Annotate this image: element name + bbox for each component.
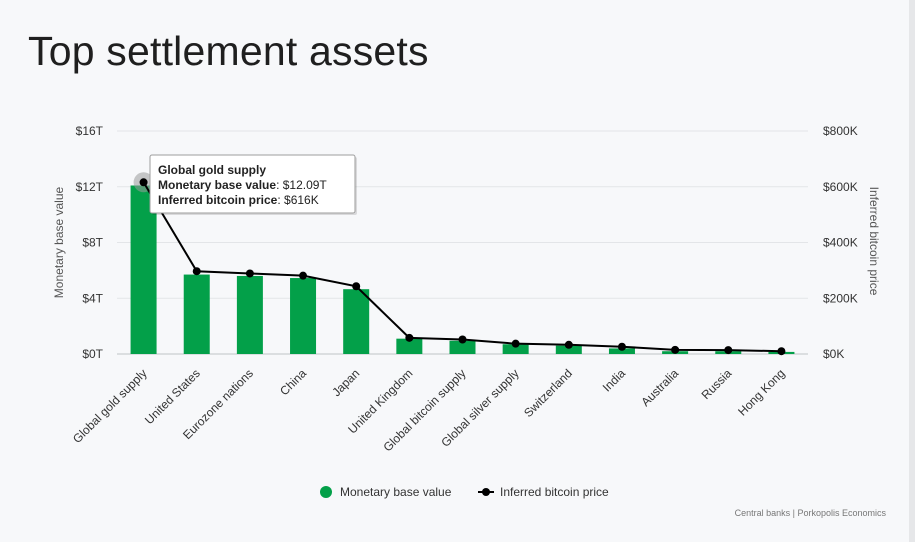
line-point[interactable] [405,333,414,342]
y-left-axis-title: Monetary base value [52,186,66,298]
line-point[interactable] [139,178,148,187]
bar[interactable] [236,275,263,354]
bar[interactable] [449,340,476,354]
legend-line-marker [482,488,490,496]
y-left-tick-label: $8T [82,236,103,250]
y-left-tick-label: $0T [82,347,103,361]
y-right-axis-title: Inferred bitcoin price [867,187,881,296]
bar[interactable] [555,345,582,354]
bar[interactable] [290,278,317,354]
line-point[interactable] [299,271,308,280]
line-point[interactable] [724,346,733,355]
line-point[interactable] [192,267,201,276]
x-axis-category-label: Switzerland [521,366,575,420]
bar[interactable] [608,348,635,354]
x-axis-category-label: Japan [329,366,362,399]
bar[interactable] [130,185,157,354]
tooltip-box [149,154,356,214]
y-left-tick-label: $16T [76,124,104,138]
x-axis-category-label: India [600,366,629,395]
y-right-tick-label: $400K [823,236,858,250]
bar[interactable] [396,338,423,354]
page-title: Top settlement assets [28,28,429,74]
y-right-tick-label: $0K [823,347,844,361]
line-point[interactable] [458,335,467,344]
tooltip-title: Global gold supply [158,163,266,177]
line-point[interactable] [511,339,520,348]
y-right-tick-label: $200K [823,291,858,305]
tooltip-line-bitcoin: Inferred bitcoin price: $616K [158,193,319,207]
y-left-tick-label: $12T [76,180,104,194]
bar[interactable] [343,289,370,354]
line-point[interactable] [617,342,626,351]
line-point[interactable] [352,282,361,291]
legend-bar-swatch[interactable] [320,486,332,498]
x-axis-category-label: China [277,366,309,398]
x-axis-category-label: Australia [638,366,681,409]
bar[interactable] [183,274,210,354]
y-left-tick-label: $4T [82,291,103,305]
credits-text[interactable]: Central banks | Porkopolis Economics [735,508,887,518]
y-right-tick-label: $800K [823,124,858,138]
line-point[interactable] [671,345,680,354]
x-axis-category-label: Russia [699,366,735,402]
bar[interactable] [502,344,529,354]
line-point[interactable] [777,347,786,356]
line-point[interactable] [245,269,254,278]
legend-item-bitcoin[interactable]: Inferred bitcoin price [500,485,609,499]
y-right-tick-label: $600K [823,180,858,194]
right-edge-strip [909,0,915,542]
line-point[interactable] [564,340,573,349]
tooltip-line-monetary: Monetary base value: $12.09T [158,178,327,192]
legend-item-monetary[interactable]: Monetary base value [340,485,452,499]
x-axis-category-label: Global gold supply [70,366,150,446]
x-axis-category-label: Hong Kong [735,366,787,418]
